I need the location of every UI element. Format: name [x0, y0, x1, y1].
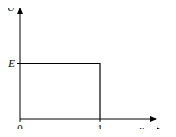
svg-text:0: 0 [17, 122, 23, 129]
svg-text:E: E [8, 57, 15, 69]
svg-text:1: 1 [97, 122, 103, 129]
html-text:U: U [7, 1, 15, 13]
html-text:x: x [139, 123, 144, 135]
